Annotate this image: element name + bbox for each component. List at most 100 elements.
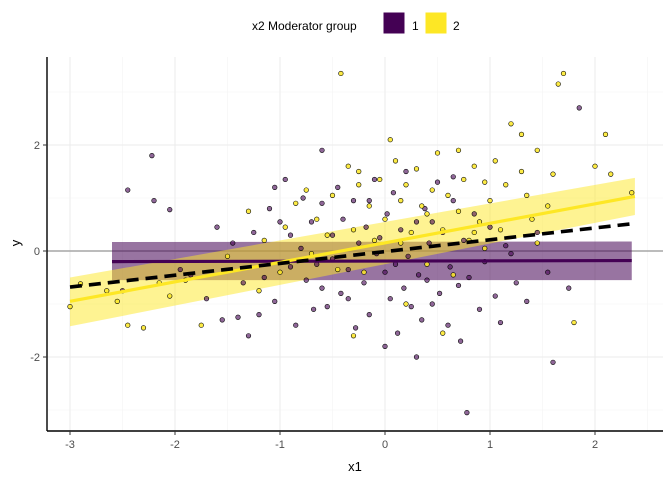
data-point-group-1 — [282, 176, 288, 183]
data-point-group-1 — [287, 264, 294, 270]
data-point-group-2 — [114, 298, 120, 304]
data-point-group-2 — [403, 301, 409, 307]
data-point-group-2 — [429, 187, 435, 193]
data-point-group-2 — [534, 147, 540, 153]
data-point-group-1 — [167, 207, 173, 213]
data-point-group-2 — [408, 229, 414, 236]
data-point-group-1 — [345, 266, 351, 273]
data-point-group-2 — [329, 192, 336, 198]
fit-line-group-1 — [111, 258, 632, 264]
data-point-group-2 — [445, 192, 451, 198]
legend-swatch-1 — [382, 11, 406, 35]
data-point-group-1 — [256, 312, 262, 318]
data-point-group-1 — [308, 219, 315, 225]
data-point-group-1 — [287, 232, 294, 238]
data-point-group-1 — [524, 298, 530, 304]
data-point-group-1 — [390, 190, 397, 196]
data-point-group-1 — [403, 168, 409, 175]
data-point-group-1 — [151, 198, 157, 204]
data-point-group-1 — [366, 198, 372, 204]
data-point-group-1 — [464, 410, 470, 416]
data-point-group-1 — [371, 176, 378, 183]
data-point-group-2 — [140, 325, 147, 331]
data-point-group-2 — [524, 192, 530, 198]
data-point-group-1 — [429, 219, 435, 225]
legend-label-2: 2 — [453, 19, 460, 33]
data-point-group-2 — [419, 203, 425, 209]
data-point-group-1 — [392, 261, 399, 267]
data-point-group-2 — [413, 166, 420, 172]
data-point-group-1 — [272, 184, 278, 190]
y-tick-label: 0 — [34, 246, 40, 258]
data-point-group-1 — [277, 219, 283, 225]
data-point-group-1 — [230, 240, 236, 246]
data-point-group-2 — [550, 171, 556, 177]
data-point-group-2 — [387, 137, 393, 143]
data-point-group-1 — [447, 264, 453, 270]
data-point-group-2 — [125, 322, 131, 328]
data-point-group-2 — [277, 269, 283, 275]
data-point-group-1 — [350, 198, 357, 204]
data-point-group-2 — [314, 216, 320, 222]
data-point-group-2 — [361, 269, 367, 275]
data-point-group-2 — [534, 240, 540, 246]
data-point-group-1 — [240, 280, 246, 286]
data-point-group-2 — [518, 131, 525, 137]
data-point-group-2 — [529, 216, 535, 222]
data-point-group-1 — [214, 224, 220, 230]
data-point-group-1 — [450, 174, 456, 180]
data-point-group-2 — [450, 272, 456, 278]
data-point-group-1 — [434, 179, 441, 185]
data-point-group-2 — [335, 266, 341, 273]
data-point-group-2 — [424, 261, 430, 267]
data-point-group-1 — [458, 338, 464, 344]
data-point-group-1 — [550, 359, 556, 365]
data-point-group-2 — [245, 208, 252, 214]
data-point-group-2 — [67, 304, 73, 310]
data-point-group-1 — [508, 251, 514, 257]
data-point-group-1 — [203, 296, 210, 302]
data-point-group-1 — [429, 301, 435, 307]
data-point-group-2 — [518, 168, 525, 175]
y-tick-label: 2 — [34, 140, 40, 152]
data-point-group-1 — [466, 274, 472, 281]
data-point-group-1 — [424, 277, 430, 283]
data-point-group-2 — [345, 163, 351, 169]
data-point-group-2 — [508, 121, 514, 127]
data-point-group-2 — [382, 216, 388, 222]
x-tick-label: -1 — [275, 439, 285, 451]
data-point-group-2 — [571, 319, 577, 326]
data-point-group-1 — [356, 240, 362, 246]
data-point-group-2 — [492, 158, 498, 164]
data-point-group-1 — [382, 343, 388, 350]
data-point-group-2 — [471, 229, 477, 236]
data-point-group-1 — [413, 354, 420, 360]
data-point-group-1 — [405, 253, 411, 259]
data-point-group-2 — [471, 163, 477, 169]
data-point-group-1 — [487, 224, 493, 230]
plot-area: -3 -2 -1 0 1 2 -2 0 2 — [30, 57, 663, 451]
y-axis-title: y — [8, 239, 23, 246]
data-point-group-2 — [224, 253, 231, 259]
data-point-group-2 — [560, 70, 567, 77]
data-point-group-1 — [398, 227, 404, 233]
data-point-group-2 — [338, 70, 344, 77]
data-point-group-1 — [513, 280, 519, 286]
data-point-group-2 — [167, 293, 173, 299]
data-point-group-2 — [497, 227, 504, 233]
data-point-group-2 — [482, 179, 488, 185]
data-point-group-2 — [545, 203, 551, 209]
data-point-group-1 — [125, 187, 131, 193]
data-point-group-2 — [555, 81, 561, 87]
data-point-group-1 — [576, 105, 582, 111]
legend-title: x2 Moderator group — [252, 19, 357, 33]
data-point-group-2 — [461, 176, 467, 183]
data-point-group-1 — [149, 153, 155, 159]
data-point-group-2 — [104, 288, 110, 294]
data-point-group-1 — [419, 317, 425, 323]
data-point-group-1 — [437, 290, 443, 297]
data-point-group-1 — [329, 232, 336, 238]
data-point-group-2 — [198, 322, 204, 328]
data-point-group-2 — [503, 182, 509, 188]
